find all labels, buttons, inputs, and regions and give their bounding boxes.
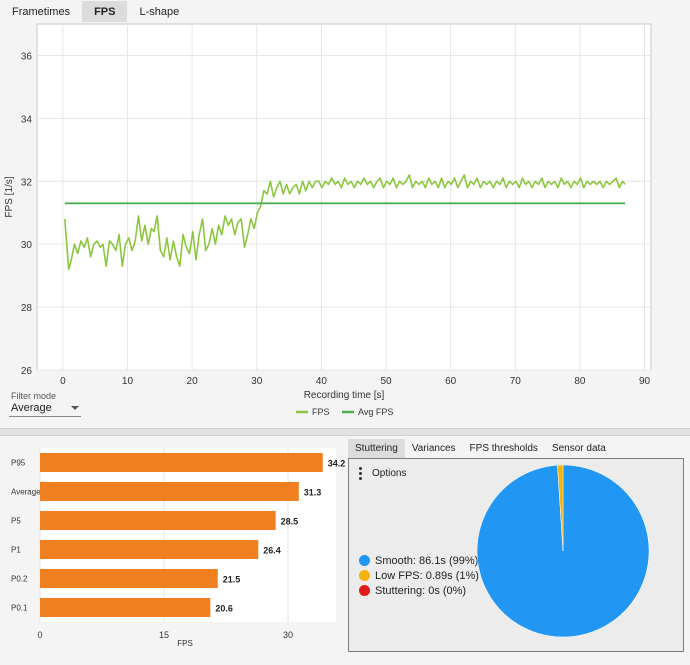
more-vert-icon [359,467,362,480]
bar [40,569,218,588]
legend-stuttering-dot [359,585,370,596]
fps-series-line [64,174,626,271]
analysis-panel: Stuttering Variances FPS thresholds Sens… [348,438,688,652]
bar-value-label: 26.4 [263,546,281,556]
stuttering-pie-chart [476,464,650,638]
bar-value-label: 31.3 [304,488,322,498]
legend-smooth: Smooth: 86.1s (99%) [359,553,479,568]
bar-value-label: 20.6 [215,604,233,614]
tab-stuttering[interactable]: Stuttering [348,438,405,458]
bar [40,540,259,559]
options-label: Options [372,468,407,479]
legend-fps-label: FPS [312,407,330,417]
stuttering-panel: Options Smooth: 86.1s (99%) Low FPS: 0.8… [348,458,684,652]
legend-low-fps: Low FPS: 0.89s (1%) [359,568,479,583]
chevron-down-icon [71,406,79,410]
filter-mode-value: Average [11,402,52,414]
bar-category-label: P0.1 [11,604,28,613]
analysis-tabs: Stuttering Variances FPS thresholds Sens… [348,438,688,458]
x-tick-label: 10 [122,376,134,387]
bar-category-label: Average [11,488,41,497]
pie-legend: Smooth: 86.1s (99%) Low FPS: 0.89s (1%) … [359,553,479,598]
x-tick-label: 0 [60,376,66,387]
tab-fps-thresholds[interactable]: FPS thresholds [469,442,538,454]
bar-x-axis-title: FPS [177,639,193,648]
tab-variances[interactable]: Variances [411,442,456,454]
legend-stuttering-label: Stuttering: 0s (0%) [375,584,467,597]
pie-wrap [476,464,659,652]
legend-low-fps-label: Low FPS: 0.89s (1%) [375,569,479,582]
y-tick-label: 36 [21,51,33,62]
bar-x-tick-label: 0 [37,630,42,640]
filter-mode-select[interactable]: Average [9,401,81,417]
tab-sensor-data[interactable]: Sensor data [551,442,606,454]
x-tick-label: 20 [187,376,199,387]
legend-low-fps-dot [359,570,370,581]
y-tick-label: 30 [21,240,33,251]
bar-category-label: P95 [11,459,26,468]
bar-value-label: 34.2 [328,459,345,469]
bar [40,482,299,501]
y-tick-label: 28 [21,303,33,314]
fps-chart-panel: 0 10 20 30 40 50 60 70 80 90 26 28 30 32 34 36 FPS [1/s]… [0,22,660,425]
bar-category-label: P1 [11,546,21,555]
tab-l-shape[interactable]: L-shape [139,6,180,18]
bar-x-tick-label: 15 [159,630,169,640]
bar-plot-area [40,448,336,622]
y-tick-label: 26 [21,366,33,377]
plot-area [36,23,652,371]
bar [40,453,323,472]
percentile-bar-panel: 0 15 30 FPS P95 34.2 Average 31.3 P5 28.5 P1 26.4 P0… [0,436,345,660]
legend-smooth-label: Smooth: 86.1s (99%) [375,554,479,567]
filter-mode-label: Filter mode [11,391,57,401]
bar-category-label: P0.2 [11,575,28,584]
y-axis-title: FPS [1/s] [4,176,15,217]
x-tick-label: 50 [380,376,392,387]
legend-avg-fps-label: Avg FPS [358,407,393,417]
bar-x-tick-label: 30 [283,630,293,640]
pie-slice-low-fps [557,464,564,552]
bar-category-label: P5 [11,517,21,526]
legend-smooth-dot [359,555,370,566]
x-tick-label: 40 [316,376,328,387]
bar [40,598,211,617]
legend-stuttering: Stuttering: 0s (0%) [359,583,479,598]
bar-value-label: 28.5 [281,517,299,527]
tab-frametimes[interactable]: Frametimes [12,6,71,18]
bar-value-label: 21.5 [223,575,241,585]
tab-fps[interactable]: FPS [82,1,128,22]
y-tick-label: 32 [21,177,33,188]
y-tick-label: 34 [21,114,33,125]
view-tabs: Frametimes FPS L-shape [0,0,690,22]
fps-line-chart: 0 10 20 30 40 50 60 70 80 90 26 28 30 32 34 36 FPS [1/s]… [4,23,652,417]
x-tick-label: 90 [639,376,651,387]
x-tick-label: 60 [445,376,457,387]
options-button[interactable]: Options [359,467,406,480]
panel-divider[interactable] [0,428,690,436]
percentile-bar-chart: 0 15 30 FPS P95 34.2 Average 31.3 P5 28.5 P1 26.4 P0… [11,448,345,648]
x-tick-label: 80 [574,376,586,387]
bar [40,511,276,530]
x-tick-label: 30 [251,376,263,387]
x-axis-title: Recording time [s] [304,390,385,401]
x-tick-label: 70 [510,376,522,387]
